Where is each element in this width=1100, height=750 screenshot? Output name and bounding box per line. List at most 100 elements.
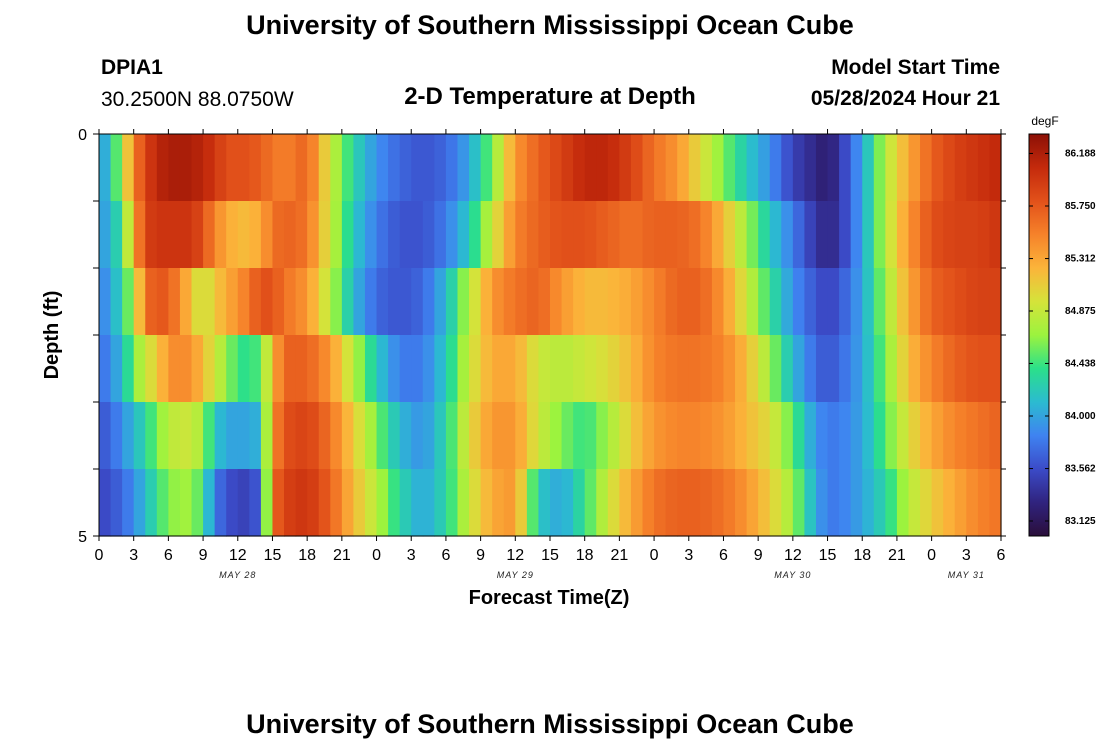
- heatmap-cell: [630, 469, 644, 537]
- heatmap-cell: [862, 201, 875, 269]
- heatmap-cell: [723, 335, 736, 403]
- heatmap-cell: [434, 402, 447, 470]
- heatmap-cell: [781, 335, 794, 403]
- heatmap-cell: [538, 335, 551, 403]
- heatmap-cell: [573, 469, 586, 537]
- heatmap-cell: [561, 201, 574, 269]
- heatmap-cell: [885, 335, 898, 403]
- heatmap-cell: [573, 335, 586, 403]
- heatmap-cell: [191, 335, 204, 403]
- heatmap-cell: [873, 469, 886, 537]
- x-tick-label: 12: [506, 547, 524, 564]
- heatmap-cell: [284, 134, 297, 202]
- colorbar-tick-label: 86.188: [1065, 148, 1096, 159]
- heatmap-cell: [839, 268, 852, 336]
- heatmap-cell: [815, 469, 829, 537]
- heatmap-cell: [515, 134, 528, 202]
- heatmap-cell: [920, 134, 933, 202]
- heatmap-cell: [133, 201, 146, 269]
- heatmap-cell: [943, 268, 956, 336]
- heatmap-cell: [746, 335, 759, 403]
- heatmap-cell: [388, 201, 401, 269]
- heatmap-cell: [191, 402, 204, 470]
- heatmap-cell: [584, 268, 597, 336]
- heatmap-cell: [723, 134, 736, 202]
- heatmap-cell: [318, 335, 331, 403]
- heatmap-cell: [422, 402, 435, 470]
- heatmap-cell: [272, 268, 285, 336]
- heatmap-cell: [642, 201, 655, 269]
- heatmap-cell: [607, 335, 620, 403]
- heatmap-cell: [318, 268, 331, 336]
- heatmap-cell: [122, 402, 135, 470]
- heatmap-cell: [503, 268, 516, 336]
- heatmap-cell: [318, 201, 331, 269]
- heatmap-cell: [977, 469, 991, 537]
- heatmap-cell: [711, 402, 725, 470]
- heatmap-cell: [596, 469, 609, 537]
- heatmap-cell: [503, 134, 516, 202]
- heatmap-cell: [318, 469, 331, 537]
- heatmap-cell: [931, 268, 944, 336]
- heatmap-cell: [954, 402, 967, 470]
- x-axis-label: Forecast Time(Z): [469, 587, 630, 609]
- heatmap-cell: [226, 402, 239, 470]
- heatmap-cell: [815, 201, 829, 269]
- heatmap-cell: [792, 469, 806, 537]
- heatmap-cell: [873, 402, 886, 470]
- heatmap-cell: [989, 402, 1002, 470]
- heatmap-cell: [179, 201, 193, 269]
- heatmap-cell: [920, 268, 933, 336]
- heatmap-cell: [122, 335, 135, 403]
- heatmap-cell: [596, 201, 609, 269]
- heatmap-cell: [422, 469, 435, 537]
- heatmap-cell: [931, 402, 944, 470]
- heatmap-cell: [550, 134, 563, 202]
- heatmap-cell: [515, 268, 528, 336]
- heatmap-cell: [318, 134, 331, 202]
- heatmap-cell: [122, 469, 135, 537]
- x-tick-label: 6: [441, 547, 450, 564]
- heatmap-cell: [179, 134, 193, 202]
- heatmap-cell: [642, 335, 655, 403]
- heatmap-cell: [700, 469, 713, 537]
- heatmap-cell: [665, 469, 678, 537]
- heatmap-cell: [330, 469, 343, 537]
- heatmap-cell: [341, 134, 355, 202]
- chart-title: 2-D Temperature at Depth: [404, 83, 696, 110]
- heatmap-cell: [850, 268, 863, 336]
- heatmap-cell: [561, 335, 574, 403]
- heatmap-cell: [457, 335, 470, 403]
- heatmap-cell: [226, 268, 239, 336]
- heatmap-cell: [654, 335, 667, 403]
- x-axis-ticks: 0 3 6 9 12 15 18 21 0 3 6 9 12 15 18 21 0 3 6 9 12 15 18 21 0 3 6: [95, 129, 1006, 564]
- heatmap-cell: [885, 134, 898, 202]
- heatmap-cell: [341, 335, 355, 403]
- station-coordinates: 30.2500N 88.0750W: [101, 88, 294, 111]
- heatmap-cell: [284, 402, 297, 470]
- heatmap-cell: [272, 402, 285, 470]
- heatmap-cell: [538, 268, 551, 336]
- heatmap-cell: [677, 402, 690, 470]
- heatmap-cell: [827, 402, 840, 470]
- heatmap-cell: [399, 268, 412, 336]
- heatmap-cell: [677, 268, 690, 336]
- heatmap-cell: [630, 402, 644, 470]
- heatmap-cell: [885, 201, 898, 269]
- heatmap-cell: [619, 402, 632, 470]
- heatmap-cell: [896, 201, 910, 269]
- heatmap-cell: [249, 268, 262, 336]
- heatmap-cell: [99, 335, 112, 403]
- heatmap-cell: [642, 134, 655, 202]
- heatmap-cell: [723, 469, 736, 537]
- heatmap-cell: [422, 335, 435, 403]
- heatmap-cell: [769, 134, 782, 202]
- heatmap-cell: [908, 469, 921, 537]
- heatmap-cell: [203, 469, 216, 537]
- heatmap-cell: [550, 402, 563, 470]
- heatmap-cell: [584, 335, 597, 403]
- heatmap-cell: [133, 268, 146, 336]
- heatmap-cell: [307, 268, 320, 336]
- heatmap-cell: [596, 268, 609, 336]
